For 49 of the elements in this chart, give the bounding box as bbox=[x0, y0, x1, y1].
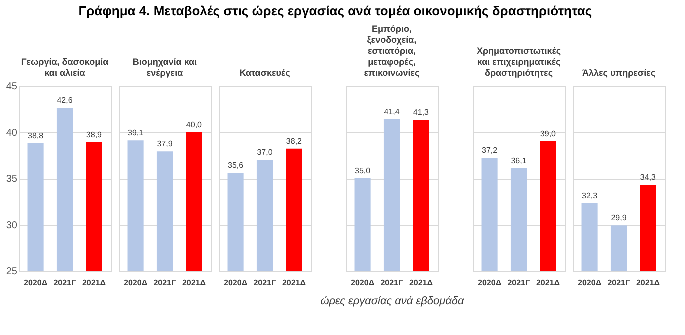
x-tick-label: 2021Γ bbox=[54, 278, 76, 288]
y-tick-label: 35 bbox=[6, 174, 18, 185]
x-tick-label: 2021Γ bbox=[254, 278, 276, 288]
chart-subtitle: Άλλες υπηρεσίες bbox=[582, 68, 656, 78]
x-axis-title: ώρες εργασίας ανά εβδομάδα bbox=[320, 296, 466, 308]
data-label: 37,2 bbox=[482, 146, 498, 156]
x-tick-label: 2021Δ bbox=[182, 278, 206, 288]
data-label: 42,6 bbox=[57, 96, 74, 106]
x-tick-label: 2021Γ bbox=[154, 278, 176, 288]
y-tick-label: 40 bbox=[6, 128, 18, 139]
text: Γράφημα 4. Μεταβολές στις ώρες εργασίας ανά τομέα οικονομικής δραστηριότητας bbox=[78, 4, 592, 18]
data-label: 32,3 bbox=[582, 191, 598, 200]
x-tick-label: 2021Γ bbox=[380, 278, 404, 288]
x-tick-label: 2020Δ bbox=[24, 278, 48, 288]
x-tick-label: 2021Δ bbox=[536, 278, 560, 288]
chart-subtitle: Γεωργία, δασοκομία και αλιεία bbox=[21, 57, 110, 78]
x-tick-label: 2020Δ bbox=[351, 278, 375, 288]
data-label: 40,0 bbox=[186, 120, 203, 130]
x-tick-label: 2021Δ bbox=[282, 278, 306, 288]
y-tick-label: 45 bbox=[6, 82, 18, 92]
x-tick-label: 2021Δ bbox=[636, 278, 660, 288]
x-tick-label: 2020Δ bbox=[224, 278, 248, 288]
chart-subtitle: Χρηματοπιστωτικές και επιχειρηματικές δραστηριότητες bbox=[476, 46, 562, 78]
data-label: 39,1 bbox=[128, 128, 144, 138]
data-label: 37,9 bbox=[157, 140, 174, 149]
x-tick-label: 2020Δ bbox=[578, 278, 602, 288]
chart-subtitle: Κατασκευές bbox=[240, 68, 291, 78]
chart-subtitle: Εμπόριο, ξενοδοχεία, εστιατόρια, μεταφορές, επικοινωνίες bbox=[364, 24, 420, 78]
data-label: 38,2 bbox=[286, 136, 303, 146]
data-label: 35,6 bbox=[228, 160, 244, 170]
data-label: 41,3 bbox=[413, 108, 430, 118]
x-tick-label: 2021Δ bbox=[409, 278, 434, 288]
x-tick-label: 2021Δ bbox=[82, 278, 106, 288]
data-label: 37,0 bbox=[257, 148, 274, 157]
data-label: 29,9 bbox=[611, 214, 628, 223]
y-tick-label: 25 bbox=[6, 266, 18, 278]
y-tick-label: 30 bbox=[6, 220, 18, 232]
x-tick-label: 2020Δ bbox=[124, 278, 148, 288]
data-label: 35,0 bbox=[355, 166, 372, 176]
data-label: 41,4 bbox=[384, 107, 400, 116]
data-label: 34,3 bbox=[640, 172, 657, 182]
x-tick-label: 2021Γ bbox=[508, 278, 530, 288]
data-label: 38,9 bbox=[86, 130, 103, 140]
data-label: 36,1 bbox=[511, 156, 528, 166]
chart-subtitle: Βιομηχανία και ενέργεια bbox=[132, 57, 198, 78]
x-tick-label: 2020Δ bbox=[478, 278, 502, 288]
x-tick-label: 2021Γ bbox=[608, 278, 630, 288]
data-label: 38,8 bbox=[28, 131, 44, 140]
data-label: 39,0 bbox=[540, 130, 557, 138]
